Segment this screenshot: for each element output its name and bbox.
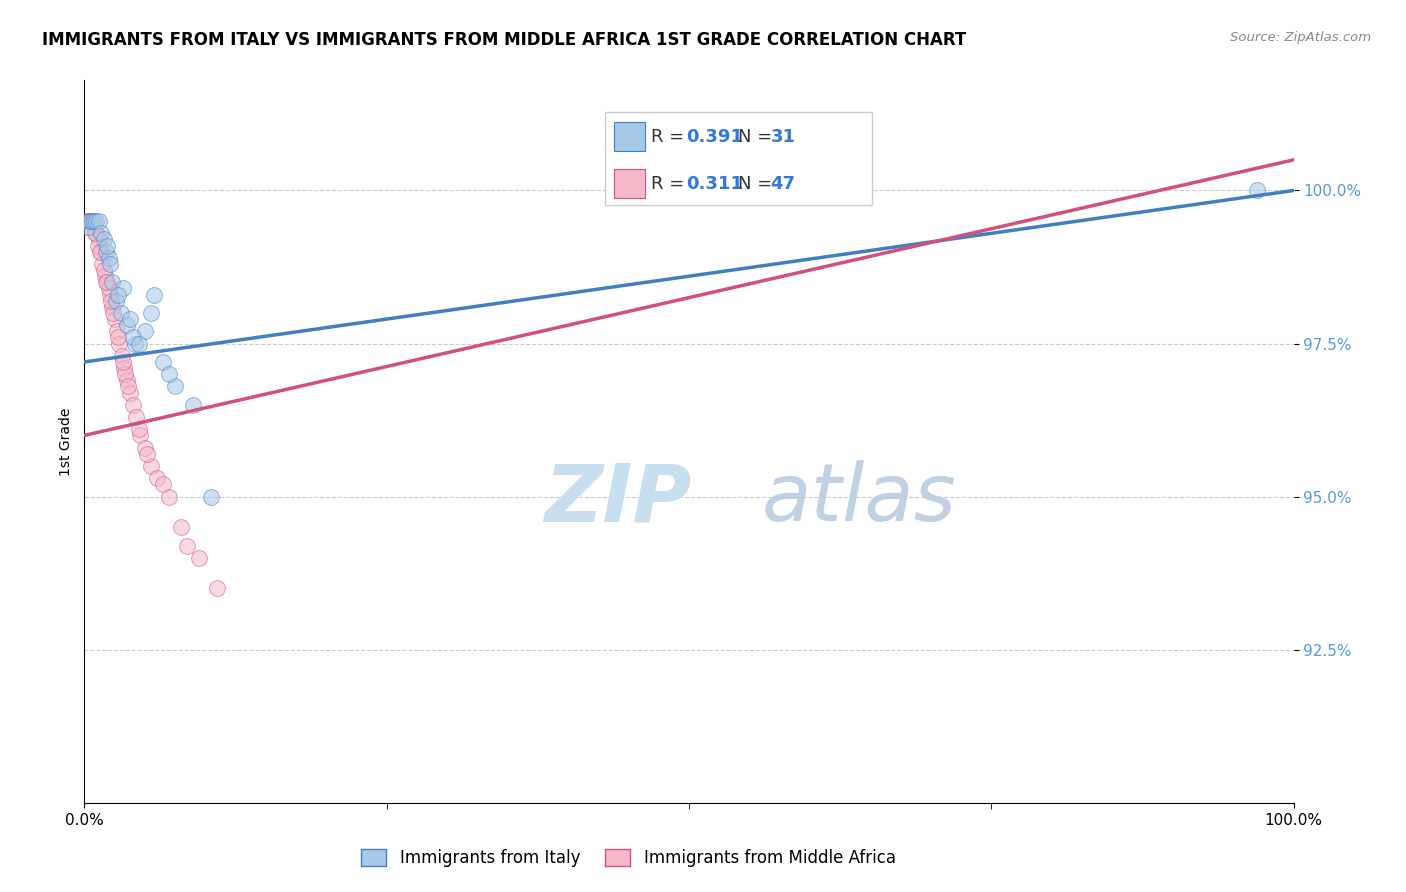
Point — [79, 214, 101, 228]
Point — [207, 582, 229, 596]
Text: N =: N = — [738, 128, 778, 145]
Point — [134, 324, 156, 338]
Point — [170, 520, 193, 534]
Point — [111, 349, 134, 363]
Point — [165, 379, 187, 393]
Text: R =: R = — [651, 175, 690, 193]
Point — [107, 330, 129, 344]
Point — [128, 336, 150, 351]
Point — [79, 214, 101, 228]
Point — [128, 422, 150, 436]
Point — [112, 361, 135, 376]
Point — [114, 367, 136, 381]
Point — [181, 398, 204, 412]
Point — [101, 300, 124, 314]
Point — [94, 276, 117, 290]
Text: IMMIGRANTS FROM ITALY VS IMMIGRANTS FROM MIDDLE AFRICA 1ST GRADE CORRELATION CHA: IMMIGRANTS FROM ITALY VS IMMIGRANTS FROM… — [42, 31, 966, 49]
Point — [115, 318, 138, 333]
Point — [77, 220, 100, 235]
Point — [121, 330, 143, 344]
Point — [96, 238, 118, 252]
Text: 31: 31 — [770, 128, 796, 145]
Legend: Immigrants from Italy, Immigrants from Middle Africa: Immigrants from Italy, Immigrants from M… — [354, 842, 903, 874]
Point — [93, 263, 115, 277]
Point — [124, 336, 146, 351]
Point — [84, 227, 107, 241]
Point — [94, 269, 117, 284]
Text: R =: R = — [651, 128, 690, 145]
Point — [80, 214, 103, 228]
Point — [76, 214, 98, 228]
Point — [112, 281, 135, 295]
Point — [157, 367, 180, 381]
Point — [143, 287, 166, 301]
Point — [107, 287, 129, 301]
Point — [87, 214, 110, 228]
Point — [105, 324, 128, 338]
Point — [125, 410, 148, 425]
Point — [101, 276, 124, 290]
Point — [86, 214, 108, 228]
Point — [120, 385, 142, 400]
Text: 0.311: 0.311 — [686, 175, 742, 193]
Point — [100, 293, 122, 308]
Point — [83, 214, 105, 228]
Text: ZIP: ZIP — [544, 460, 692, 539]
Point — [87, 232, 110, 246]
Point — [176, 539, 198, 553]
Point — [94, 244, 117, 259]
Point — [104, 293, 127, 308]
Point — [90, 244, 112, 259]
Text: atlas: atlas — [762, 460, 956, 539]
Point — [200, 490, 222, 504]
Point — [83, 220, 105, 235]
Point — [96, 276, 118, 290]
Point — [115, 373, 138, 387]
Point — [90, 227, 112, 241]
Point — [117, 379, 139, 393]
Point — [97, 251, 120, 265]
Point — [80, 214, 103, 228]
Point — [152, 355, 174, 369]
Point — [146, 471, 169, 485]
Point — [108, 336, 131, 351]
Text: 47: 47 — [770, 175, 796, 193]
Point — [91, 257, 114, 271]
Point — [82, 214, 104, 228]
Point — [103, 306, 125, 320]
Point — [86, 227, 108, 241]
Point — [152, 477, 174, 491]
Point — [77, 214, 100, 228]
Text: N =: N = — [738, 175, 778, 193]
Point — [104, 312, 127, 326]
Point — [1246, 184, 1268, 198]
Point — [136, 447, 159, 461]
Point — [139, 306, 162, 320]
Point — [188, 550, 211, 565]
Point — [134, 441, 156, 455]
Point — [86, 238, 108, 252]
Point — [157, 490, 180, 504]
Point — [98, 257, 121, 271]
Point — [112, 355, 135, 369]
Point — [93, 232, 115, 246]
Y-axis label: 1st Grade: 1st Grade — [59, 408, 73, 475]
Text: 0.391: 0.391 — [686, 128, 742, 145]
Point — [97, 281, 120, 295]
Point — [110, 306, 132, 320]
Point — [120, 312, 142, 326]
Point — [121, 398, 143, 412]
Point — [139, 458, 162, 473]
Point — [89, 244, 111, 259]
Text: Source: ZipAtlas.com: Source: ZipAtlas.com — [1230, 31, 1371, 45]
Point — [129, 428, 152, 442]
Point — [98, 287, 121, 301]
